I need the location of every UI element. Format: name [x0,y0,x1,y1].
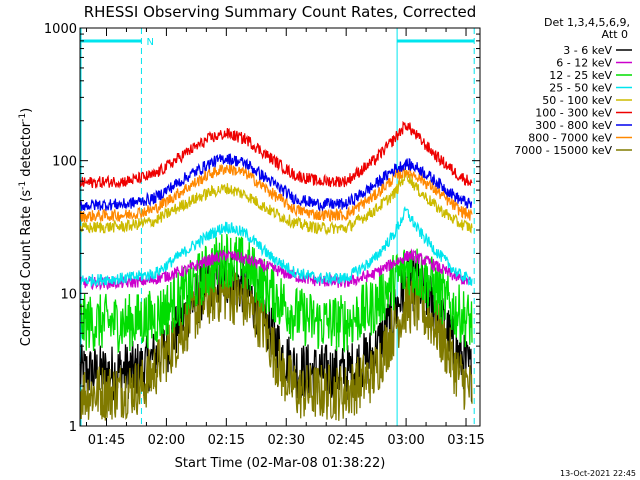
y-tick-label-1: 10 [60,287,77,302]
series-layer [79,120,473,421]
y-tick-label-3: 1000 [44,22,77,37]
x-tick-label-4: 02:45 [327,433,364,448]
y-axis-label-sup1: -1 [18,181,28,190]
x-tick-label-0: 01:45 [88,433,125,448]
series-line-5 [79,120,473,189]
legend-label-6: 300 - 800 keV [535,119,612,132]
saa-marker-label: N [146,37,153,48]
x-tick-label-3: 02:30 [268,433,305,448]
legend-header-line-1: Det 1,3,4,5,6,9, [544,16,630,29]
series-line-7 [79,163,473,223]
legend-header-line-2: Att 0 [602,28,628,41]
generation-timestamp: 13-Oct-2021 22:45 [560,469,636,478]
plot-frame [79,27,481,427]
x-tick-label-6: 03:15 [447,433,484,448]
chart-title: RHESSI Observing Summary Count Rates, Co… [84,3,477,21]
x-tick-label-2: 02:15 [208,433,245,448]
y-tick-layer: 1 10 100 1000 [44,22,480,435]
legend-label-8: 7000 - 15000 keV [514,144,612,157]
y-tick-label-2: 100 [52,155,77,170]
series-line-2 [79,233,473,354]
legend-label-5: 100 - 300 keV [535,107,612,120]
y-tick-label-0: 1 [69,420,77,435]
legend-label-2: 12 - 25 keV [549,69,612,82]
series-line-6 [79,153,473,212]
series-line-1 [79,248,473,291]
y-axis-label-sup2: -1 [18,113,28,122]
legend-label-7: 800 - 7000 keV [528,132,612,145]
legend-label-4: 50 - 100 keV [542,94,612,107]
axes-layer [79,27,481,427]
legend-label-1: 6 - 12 keV [556,57,612,70]
x-tick-layer: 01:45 02:00 02:15 02:30 02:45 03:00 03:15 [86,28,485,448]
series-line-8 [79,266,473,421]
x-tick-label-1: 02:00 [148,433,185,448]
y-axis-label-mid: detector [19,121,34,181]
y-axis-label-end: ) [19,108,34,113]
y-axis-label-base: Corrected Count Rate (s [19,190,34,347]
x-axis-label: Start Time (02-Mar-08 01:38:22) [175,456,386,471]
legend-label-0: 3 - 6 keV [563,44,612,57]
legend-label-3: 25 - 50 keV [549,82,612,95]
y-axis-label: Corrected Count Rate (s-1 detector-1) [18,108,34,346]
series-line-3 [79,206,473,288]
x-tick-label-5: 03:00 [387,433,424,448]
